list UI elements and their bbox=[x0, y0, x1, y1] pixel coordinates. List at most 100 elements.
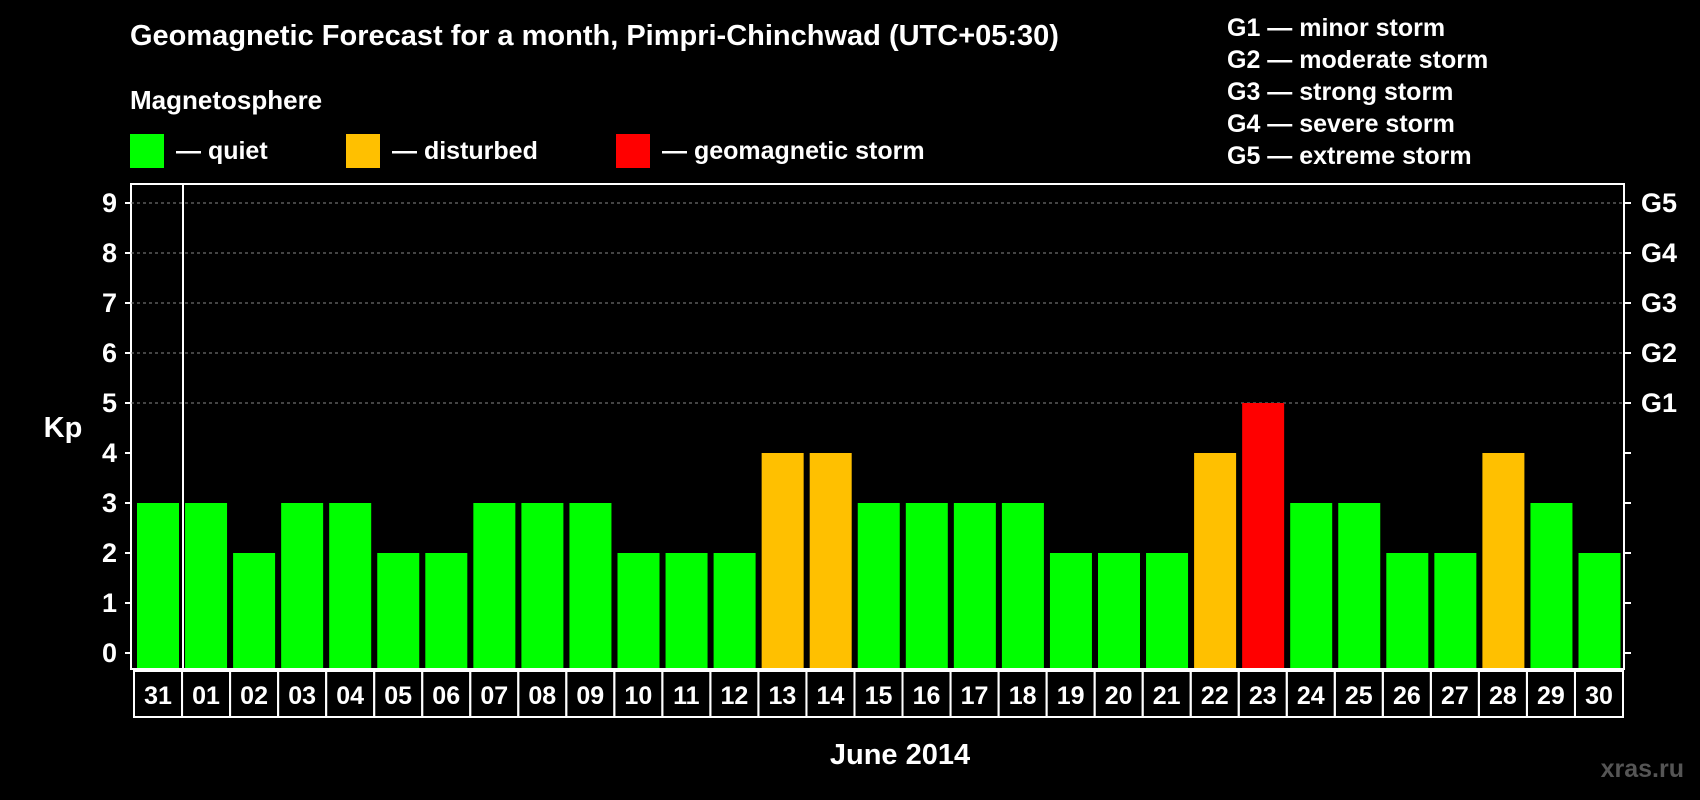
bar-19 bbox=[1049, 553, 1092, 668]
x-tick-label-21: 21 bbox=[1153, 682, 1181, 710]
x-tick-label-27: 27 bbox=[1441, 682, 1469, 710]
storm-scale-g4: G4 — severe storm bbox=[1227, 110, 1455, 138]
y-tick-label-7: 7 bbox=[102, 288, 117, 318]
bar-29 bbox=[1530, 503, 1573, 668]
bar-28 bbox=[1482, 453, 1525, 668]
y-tick-label-9: 9 bbox=[102, 188, 117, 218]
bar-14 bbox=[809, 453, 852, 668]
legend-disturbed: — disturbed bbox=[346, 134, 538, 168]
bar-03 bbox=[281, 503, 324, 668]
y-tick-label-3: 3 bbox=[102, 488, 117, 518]
x-tick-label-10: 10 bbox=[624, 682, 652, 710]
x-tick-label-18: 18 bbox=[1009, 682, 1037, 710]
bar-12 bbox=[713, 553, 756, 668]
bar-08 bbox=[521, 503, 564, 668]
x-tick-label-14: 14 bbox=[817, 682, 845, 710]
x-tick-label-05: 05 bbox=[384, 682, 412, 710]
x-tick-label-15: 15 bbox=[865, 682, 893, 710]
storm-scale-list: G1 — minor storm G2 — moderate storm G3 … bbox=[1227, 12, 1488, 172]
x-tick-label-01: 01 bbox=[192, 682, 220, 710]
bar-18 bbox=[1001, 503, 1044, 668]
x-tick-label-25: 25 bbox=[1345, 682, 1373, 710]
legend-disturbed-swatch bbox=[346, 134, 380, 168]
bar-20 bbox=[1098, 553, 1140, 668]
bar-07 bbox=[473, 503, 516, 668]
bar-22 bbox=[1194, 453, 1237, 668]
legend-quiet: — quiet bbox=[130, 134, 268, 168]
y-tick-label-5: 5 bbox=[102, 388, 117, 418]
x-tick-label-12: 12 bbox=[720, 682, 748, 710]
storm-scale-g2: G2 — moderate storm bbox=[1227, 46, 1489, 74]
bar-31 bbox=[137, 503, 179, 668]
bar-04 bbox=[329, 503, 372, 668]
x-tick-label-07: 07 bbox=[480, 682, 508, 710]
bar-23 bbox=[1242, 403, 1285, 668]
legend-heading: Magnetosphere bbox=[130, 85, 323, 115]
x-tick-label-06: 06 bbox=[432, 682, 460, 710]
y-tick-label-1: 1 bbox=[102, 588, 117, 618]
x-tick-label-09: 09 bbox=[576, 682, 604, 710]
bar-09 bbox=[569, 503, 612, 668]
bar-02 bbox=[233, 553, 276, 668]
right-tick-label-G1: G1 bbox=[1641, 388, 1677, 418]
bar-11 bbox=[665, 553, 708, 668]
x-tick-label-19: 19 bbox=[1057, 682, 1085, 710]
y-tick-label-4: 4 bbox=[102, 438, 117, 468]
legend-storm: — geomagnetic storm bbox=[616, 134, 925, 168]
bar-06 bbox=[425, 553, 468, 668]
x-tick-label-29: 29 bbox=[1537, 682, 1565, 710]
x-category-box-30 bbox=[1573, 670, 1625, 718]
x-tick-label-30: 30 bbox=[1585, 682, 1613, 710]
x-tick-label-23: 23 bbox=[1249, 682, 1277, 710]
watermark: xras.ru bbox=[1600, 755, 1684, 783]
bar-05 bbox=[377, 553, 420, 668]
storm-scale-g1: G1 — minor storm bbox=[1227, 14, 1446, 42]
x-tick-label-26: 26 bbox=[1393, 682, 1421, 710]
right-tick-label-G2: G2 bbox=[1641, 338, 1677, 368]
x-tick-label-04: 04 bbox=[336, 682, 364, 710]
right-tick-label-G5: G5 bbox=[1641, 188, 1677, 218]
legend-storm-label: — geomagnetic storm bbox=[662, 136, 925, 165]
y-tick-label-2: 2 bbox=[102, 538, 117, 568]
bar-30 bbox=[1578, 553, 1621, 668]
legend-storm-swatch bbox=[616, 134, 650, 168]
bar-13 bbox=[761, 453, 804, 668]
y-tick-label-0: 0 bbox=[102, 638, 117, 668]
x-tick-label-02: 02 bbox=[240, 682, 268, 710]
bar-26 bbox=[1386, 553, 1429, 668]
storm-scale-g3: G3 — strong storm bbox=[1227, 78, 1454, 106]
chart-title: Geomagnetic Forecast for a month, Pimpri… bbox=[130, 20, 1059, 52]
storm-scale-g5: G5 — extreme storm bbox=[1227, 142, 1472, 170]
x-tick-label-22: 22 bbox=[1201, 682, 1229, 710]
bar-21 bbox=[1146, 553, 1189, 668]
x-tick-label-11: 11 bbox=[673, 682, 700, 710]
bar-01 bbox=[185, 503, 228, 668]
x-tick-label-08: 08 bbox=[528, 682, 556, 710]
y-tick-label-8: 8 bbox=[102, 238, 117, 268]
bar-25 bbox=[1338, 503, 1381, 668]
bar-10 bbox=[617, 553, 660, 668]
legend-disturbed-label: — disturbed bbox=[392, 136, 538, 165]
y-tick-label-6: 6 bbox=[102, 338, 117, 368]
right-tick-label-G4: G4 bbox=[1641, 238, 1677, 268]
legend-quiet-label: — quiet bbox=[176, 136, 268, 165]
bar-15 bbox=[857, 503, 900, 668]
right-tick-label-G3: G3 bbox=[1641, 288, 1677, 318]
x-tick-label-28: 28 bbox=[1489, 682, 1517, 710]
x-tick-label-16: 16 bbox=[913, 682, 941, 710]
bar-24 bbox=[1290, 503, 1333, 668]
x-axis-label: June 2014 bbox=[830, 739, 970, 771]
y-axis-label: Kp bbox=[44, 412, 83, 444]
bar-17 bbox=[953, 503, 996, 668]
x-tick-label-03: 03 bbox=[288, 682, 316, 710]
x-tick-label-17: 17 bbox=[961, 682, 989, 710]
x-tick-label-24: 24 bbox=[1297, 682, 1325, 710]
x-tick-label-20: 20 bbox=[1105, 682, 1133, 710]
legend-quiet-swatch bbox=[130, 134, 164, 168]
plot-frame bbox=[130, 183, 1625, 670]
bar-27 bbox=[1434, 553, 1477, 668]
x-tick-label-13: 13 bbox=[769, 682, 797, 710]
x-tick-label-31: 31 bbox=[144, 682, 172, 710]
bar-16 bbox=[905, 503, 948, 668]
